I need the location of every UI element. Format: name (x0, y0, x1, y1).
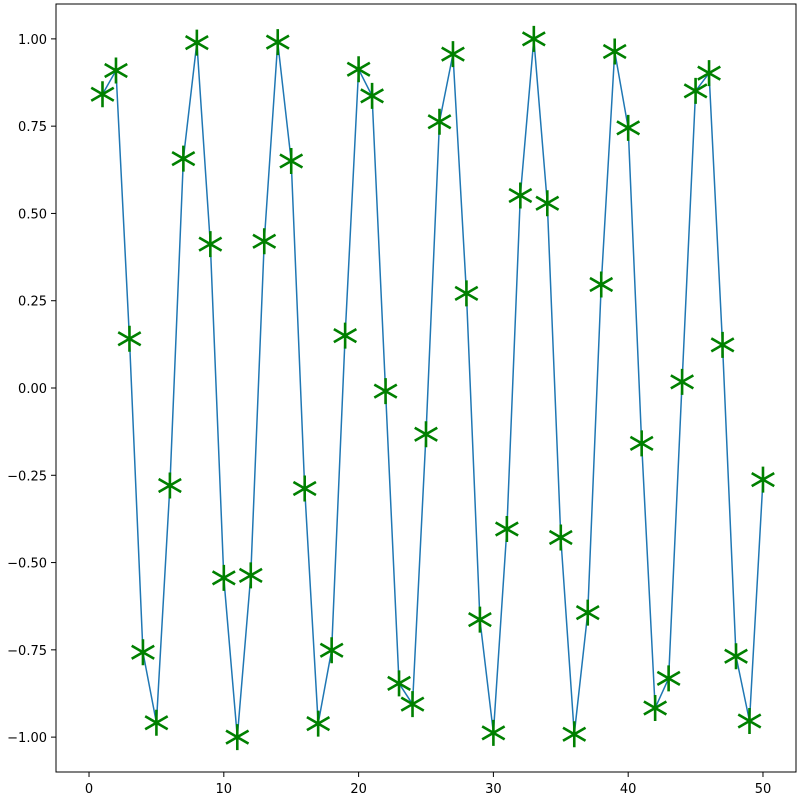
data-point-marker (131, 639, 155, 666)
y-tick-label: 0.25 (18, 295, 47, 310)
data-point-marker (144, 709, 169, 736)
data-point-marker (104, 57, 128, 84)
x-tick-label: 50 (755, 782, 772, 797)
data-point-marker (616, 114, 641, 141)
data-point-marker (279, 147, 304, 174)
data-point-marker (724, 643, 748, 670)
data-point-marker (535, 190, 560, 217)
data-point-marker (414, 421, 438, 448)
data-point-marker (602, 38, 627, 65)
data-point-marker (427, 108, 452, 135)
data-point-marker (252, 228, 277, 255)
data-point-marker (683, 77, 708, 104)
data-point-marker (494, 516, 519, 543)
data-point-marker (697, 60, 721, 87)
data-point-marker (643, 695, 668, 722)
data-point-marker (481, 719, 506, 746)
data-point-marker (710, 331, 735, 358)
data-point-marker (656, 665, 681, 692)
data-point-marker (225, 724, 250, 751)
data-point-marker (521, 25, 546, 52)
y-tick-label: 0.75 (18, 120, 47, 135)
x-tick-label: 20 (350, 782, 367, 797)
y-tick-label: −0.25 (7, 469, 47, 484)
data-point-marker (198, 231, 223, 258)
data-point-marker (508, 182, 533, 209)
data-point-marker (117, 325, 142, 352)
y-tick-label: −1.00 (7, 731, 47, 746)
data-point-marker (238, 562, 263, 589)
data-point-marker (157, 472, 182, 499)
data-point-marker (468, 606, 492, 633)
data-point-marker (454, 280, 479, 307)
data-point-marker (319, 637, 344, 664)
data-point-marker (575, 599, 600, 626)
data-point-marker (670, 368, 695, 395)
y-tick-label: 1.00 (18, 33, 47, 48)
data-point-marker (211, 564, 236, 591)
plot-area (101, 38, 764, 738)
x-tick-label: 40 (620, 782, 637, 797)
data-point-marker (387, 670, 411, 697)
data-point-marker (171, 145, 196, 172)
data-point-marker (346, 56, 371, 83)
data-point-marker (90, 81, 115, 108)
data-point-marker (737, 707, 762, 734)
axes: 0 10 20 30 40 50 −1.00 −0.75 −0.50 −0.25 0.00 0.25 0… (7, 3, 797, 797)
data-point-marker (751, 466, 775, 493)
data-point-marker (589, 271, 614, 298)
data-point-marker (548, 524, 573, 551)
data-point-marker (373, 378, 398, 405)
x-tick-label: 10 (216, 782, 233, 797)
data-point-marker (306, 710, 331, 737)
data-point-marker (292, 475, 317, 502)
data-point-marker (629, 430, 654, 457)
marker-layer (90, 25, 775, 751)
data-point-marker (184, 29, 209, 56)
data-point-marker (441, 41, 465, 68)
y-tick-label: 0.50 (18, 207, 47, 222)
data-point-marker (562, 721, 587, 748)
y-tick-label: −0.50 (7, 557, 47, 572)
data-point-marker (400, 691, 425, 718)
x-tick-label: 0 (85, 782, 93, 797)
y-tick-label: 0.00 (18, 382, 47, 397)
data-point-marker (360, 82, 384, 109)
data-point-marker (333, 322, 358, 349)
y-tick-label: −0.75 (7, 644, 47, 659)
series-line (101, 38, 764, 738)
x-tick-label: 30 (485, 782, 502, 797)
data-point-marker (265, 29, 290, 56)
